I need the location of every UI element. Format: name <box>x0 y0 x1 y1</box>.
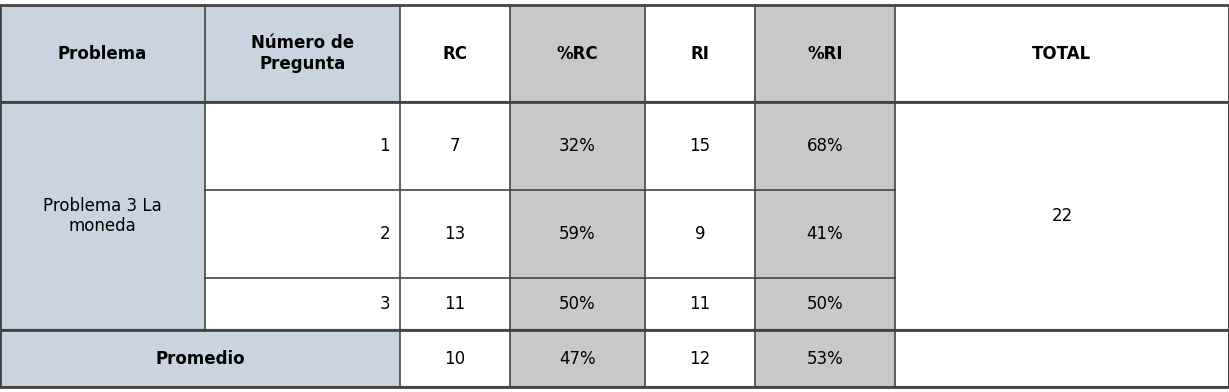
Bar <box>755 190 895 278</box>
Text: 68%: 68% <box>806 137 843 155</box>
Text: Problema: Problema <box>58 45 147 62</box>
Bar <box>0 190 205 278</box>
Bar <box>895 102 1229 190</box>
Text: 22: 22 <box>1051 207 1073 225</box>
Text: 53%: 53% <box>806 350 843 368</box>
Bar <box>399 278 510 330</box>
Bar <box>895 102 1229 330</box>
Bar <box>0 5 205 102</box>
Text: 12: 12 <box>689 350 710 368</box>
Bar <box>645 330 755 387</box>
Bar <box>645 190 755 278</box>
Text: 11: 11 <box>689 295 710 313</box>
Bar <box>0 278 205 330</box>
Text: 50%: 50% <box>806 295 843 313</box>
Bar <box>399 102 510 190</box>
Text: %RI: %RI <box>807 45 843 62</box>
Text: 13: 13 <box>445 225 466 243</box>
Text: 41%: 41% <box>806 225 843 243</box>
Bar <box>399 5 510 102</box>
Bar <box>0 102 205 190</box>
Bar <box>755 5 895 102</box>
Text: 47%: 47% <box>559 350 596 368</box>
Text: TOTAL: TOTAL <box>1032 45 1091 62</box>
Bar <box>895 190 1229 278</box>
Text: 15: 15 <box>689 137 710 155</box>
Bar <box>510 330 645 387</box>
Text: Promedio: Promedio <box>155 350 245 368</box>
Text: RI: RI <box>691 45 709 62</box>
Bar <box>895 5 1229 102</box>
Text: 9: 9 <box>694 225 705 243</box>
Text: 11: 11 <box>445 295 466 313</box>
Bar <box>399 330 510 387</box>
Bar <box>645 102 755 190</box>
Bar <box>510 102 645 190</box>
Bar <box>755 102 895 190</box>
Text: Número de
Pregunta: Número de Pregunta <box>251 34 354 73</box>
Bar <box>645 5 755 102</box>
Text: %RC: %RC <box>557 45 599 62</box>
Bar <box>510 5 645 102</box>
Bar <box>399 190 510 278</box>
Text: 50%: 50% <box>559 295 596 313</box>
Text: RC: RC <box>442 45 467 62</box>
Bar <box>510 190 645 278</box>
Text: 3: 3 <box>380 295 390 313</box>
Bar <box>205 5 399 102</box>
Bar <box>755 330 895 387</box>
Bar <box>0 102 1229 330</box>
Bar <box>510 278 645 330</box>
Bar <box>645 278 755 330</box>
Text: Problema 3 La
moneda: Problema 3 La moneda <box>43 197 162 236</box>
Bar <box>895 330 1229 387</box>
Text: 7: 7 <box>450 137 460 155</box>
Bar <box>205 278 399 330</box>
Bar <box>205 102 399 190</box>
Text: 32%: 32% <box>559 137 596 155</box>
Bar <box>755 278 895 330</box>
Text: 2: 2 <box>380 225 390 243</box>
Text: 59%: 59% <box>559 225 596 243</box>
Bar <box>0 102 205 330</box>
Text: 10: 10 <box>445 350 466 368</box>
Bar <box>205 190 399 278</box>
Text: 1: 1 <box>380 137 390 155</box>
Bar <box>895 278 1229 330</box>
Bar <box>0 330 1229 387</box>
Bar <box>0 330 399 387</box>
